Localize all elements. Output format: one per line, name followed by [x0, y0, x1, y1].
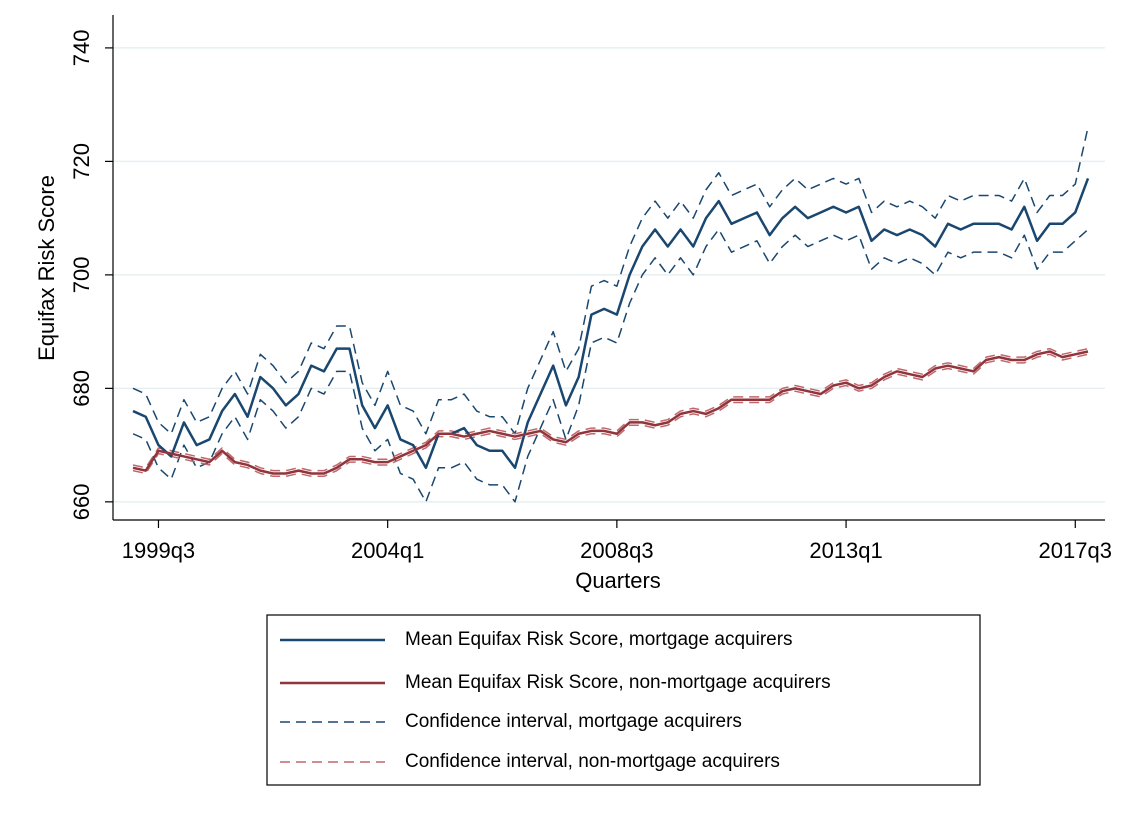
ci-lower-line	[132, 353, 1089, 478]
x-axis-title: Quarters	[575, 568, 661, 593]
x-tick-label: 2008q3	[580, 538, 653, 563]
x-tick-label: 2017q3	[1039, 538, 1112, 563]
y-tick-label: 680	[69, 370, 94, 407]
legend-label: Mean Equifax Risk Score, mortgage acquir…	[405, 629, 793, 650]
legend-label: Confidence interval, mortgage acquirers	[405, 711, 742, 732]
x-tick-label: 2013q1	[809, 538, 882, 563]
ci-upper-line	[132, 127, 1089, 435]
y-axis-title: Equifax Risk Score	[34, 175, 59, 361]
legend-box	[266, 614, 981, 786]
legend-label: Confidence interval, non-mortgage acquir…	[405, 751, 780, 772]
x-tick-label: 1999q3	[122, 538, 195, 563]
y-tick-label: 660	[69, 483, 94, 520]
y-tick-label: 740	[69, 30, 94, 67]
y-tick-label: 700	[69, 257, 94, 294]
x-tick-label: 2004q1	[351, 538, 424, 563]
y-tick-label: 720	[69, 143, 94, 180]
ci-upper-line	[132, 347, 1089, 472]
ci-lower-line	[132, 228, 1089, 503]
mean-line	[132, 177, 1090, 470]
legend-label: Mean Equifax Risk Score, non-mortgage ac…	[405, 672, 831, 693]
mean-line	[132, 350, 1089, 475]
